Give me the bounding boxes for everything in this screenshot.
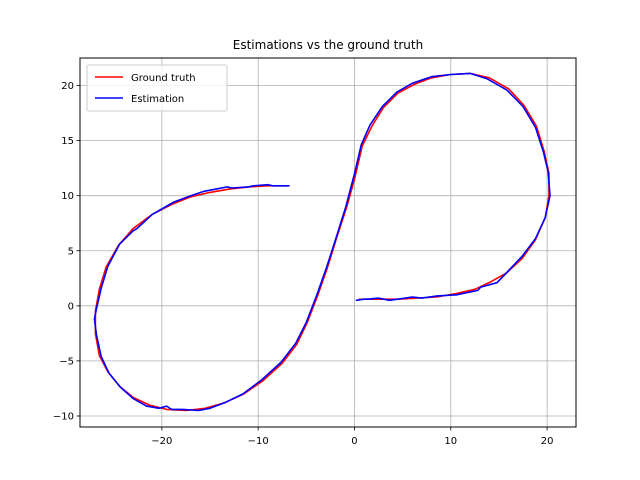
x-tick-label: 20 — [541, 436, 554, 447]
y-tick-label: −10 — [53, 411, 74, 422]
plot-frame — [79, 57, 577, 428]
grid — [80, 58, 576, 427]
series-group — [93, 72, 551, 412]
y-tick-label: 15 — [61, 136, 74, 147]
legend-label-estimation: Estimation — [131, 94, 184, 105]
legend: Ground truth Estimation — [86, 64, 228, 112]
series-line-estimation — [93, 72, 551, 412]
x-tick-label: 0 — [351, 436, 357, 447]
ticks: −20 −10 0 10 20 −10 −5 0 5 10 15 20 — [53, 81, 554, 447]
legend-label-ground-truth: Ground truth — [131, 73, 196, 84]
x-tick-label: −20 — [151, 436, 172, 447]
x-tick-label: −10 — [248, 436, 269, 447]
y-tick-label: 0 — [68, 301, 74, 312]
y-tick-label: 5 — [68, 246, 74, 257]
y-tick-label: 10 — [61, 191, 74, 202]
chart-title: Estimations vs the ground truth — [233, 38, 423, 52]
y-tick-label: −5 — [59, 356, 74, 367]
series-line-ground-truth — [94, 72, 550, 412]
x-tick-label: 10 — [444, 436, 457, 447]
y-tick-label: 20 — [61, 81, 74, 92]
